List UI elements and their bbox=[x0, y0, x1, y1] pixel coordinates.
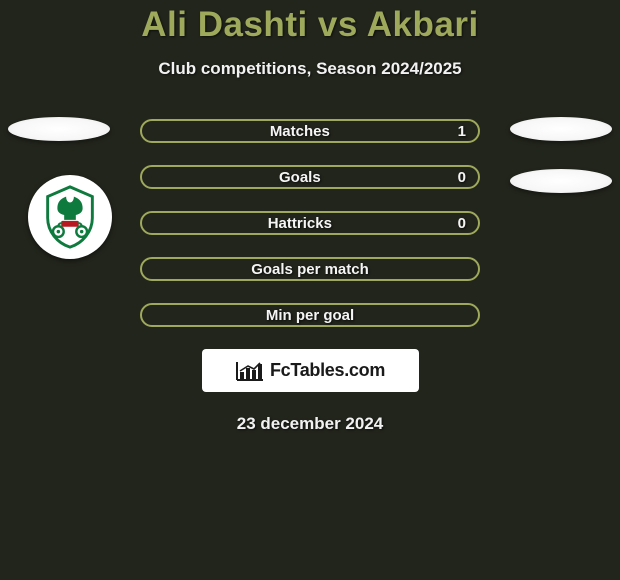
stat-value: 1 bbox=[458, 123, 478, 140]
club-badge bbox=[28, 175, 112, 259]
stat-value: 0 bbox=[458, 215, 478, 232]
stat-pill: Goals per match bbox=[140, 257, 480, 281]
stat-pill: Matches 1 bbox=[140, 119, 480, 143]
page-title: Ali Dashti vs Akbari bbox=[0, 5, 620, 45]
stat-label: Goals bbox=[142, 169, 458, 186]
stat-value: 0 bbox=[458, 169, 478, 186]
brand-text: FcTables.com bbox=[270, 360, 385, 381]
club-crest-icon bbox=[36, 183, 104, 251]
stat-label: Goals per match bbox=[142, 261, 478, 278]
player-left-oval bbox=[8, 117, 110, 141]
brand-chart-icon bbox=[235, 360, 265, 382]
date: 23 december 2024 bbox=[0, 414, 620, 434]
stat-label: Min per goal bbox=[142, 307, 478, 324]
stat-row-min-per-goal: Min per goal bbox=[0, 303, 620, 327]
stat-row-goals-per-match: Goals per match bbox=[0, 257, 620, 281]
stat-label: Hattricks bbox=[142, 215, 458, 232]
stat-pill: Goals 0 bbox=[140, 165, 480, 189]
player-right-oval-2 bbox=[510, 169, 612, 193]
stat-pill: Hattricks 0 bbox=[140, 211, 480, 235]
stats-zone: Matches 1 Goals 0 Hattricks 0 Goals per … bbox=[0, 119, 620, 327]
player-right-oval-1 bbox=[510, 117, 612, 141]
brand-box[interactable]: FcTables.com bbox=[202, 349, 419, 392]
comparison-card: Ali Dashti vs Akbari Club competitions, … bbox=[0, 0, 620, 434]
subtitle: Club competitions, Season 2024/2025 bbox=[0, 59, 620, 79]
stat-label: Matches bbox=[142, 123, 458, 140]
stat-pill: Min per goal bbox=[140, 303, 480, 327]
